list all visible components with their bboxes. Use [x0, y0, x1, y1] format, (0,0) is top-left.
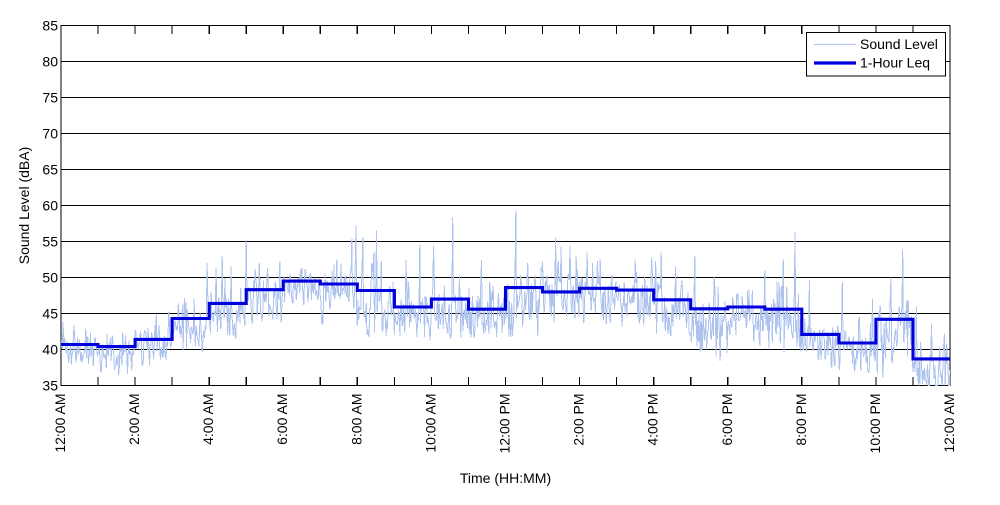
svg-text:35: 35: [42, 378, 58, 394]
svg-text:1-Hour Leq: 1-Hour Leq: [860, 55, 930, 71]
svg-text:12:00 AM: 12:00 AM: [941, 394, 957, 453]
svg-text:75: 75: [42, 90, 58, 106]
svg-text:85: 85: [42, 18, 58, 34]
svg-text:8:00 AM: 8:00 AM: [348, 394, 364, 445]
svg-text:6:00 AM: 6:00 AM: [274, 394, 290, 445]
svg-text:Sound Level (dBA): Sound Level (dBA): [16, 147, 32, 265]
svg-text:2:00 PM: 2:00 PM: [571, 394, 587, 446]
svg-text:45: 45: [42, 306, 58, 322]
svg-text:10:00 AM: 10:00 AM: [422, 394, 438, 453]
svg-text:6:00 PM: 6:00 PM: [719, 394, 735, 446]
svg-text:10:00 PM: 10:00 PM: [867, 394, 883, 454]
svg-text:40: 40: [42, 342, 58, 358]
svg-text:60: 60: [42, 198, 58, 214]
svg-text:70: 70: [42, 126, 58, 142]
svg-text:12:00 PM: 12:00 PM: [497, 394, 513, 454]
svg-text:55: 55: [42, 234, 58, 250]
svg-text:Sound Level: Sound Level: [860, 36, 938, 52]
svg-text:65: 65: [42, 162, 58, 178]
svg-text:80: 80: [42, 54, 58, 70]
svg-text:4:00 AM: 4:00 AM: [200, 394, 216, 445]
svg-text:2:00 AM: 2:00 AM: [126, 394, 142, 445]
svg-text:50: 50: [42, 270, 58, 286]
svg-text:4:00 PM: 4:00 PM: [645, 394, 661, 446]
svg-text:Time (HH:MM): Time (HH:MM): [460, 470, 551, 486]
svg-text:12:00 AM: 12:00 AM: [52, 394, 68, 453]
svg-text:8:00 PM: 8:00 PM: [793, 394, 809, 446]
